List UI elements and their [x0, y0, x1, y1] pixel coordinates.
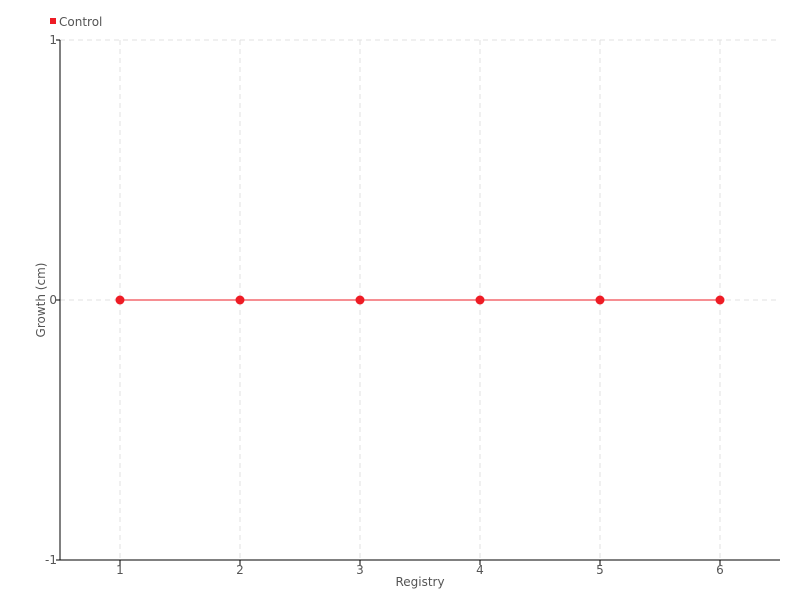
data-point: [355, 295, 365, 305]
y-axis-label: Growth (cm): [34, 263, 48, 338]
y-tick-label: -1: [45, 553, 57, 567]
data-point: [715, 295, 725, 305]
x-tick-label: 3: [356, 563, 364, 577]
x-tick-label: 2: [236, 563, 244, 577]
series-layer: [115, 295, 725, 305]
data-point: [475, 295, 485, 305]
x-tick-label: 1: [116, 563, 124, 577]
legend-label-control: Control: [59, 15, 102, 29]
y-tick-label: 0: [49, 293, 57, 307]
x-axis-label: Registry: [395, 575, 444, 589]
legend-swatch-control: [50, 18, 56, 24]
y-tick-label: 1: [49, 33, 57, 47]
data-point: [115, 295, 125, 305]
x-tick-label: 5: [596, 563, 604, 577]
data-point: [595, 295, 605, 305]
x-tick-label: 4: [476, 563, 484, 577]
axes: 1 2 3 4 5 6 -1 0 1: [45, 33, 780, 577]
data-point: [235, 295, 245, 305]
legend: Control: [50, 15, 102, 29]
x-tick-label: 6: [716, 563, 724, 577]
